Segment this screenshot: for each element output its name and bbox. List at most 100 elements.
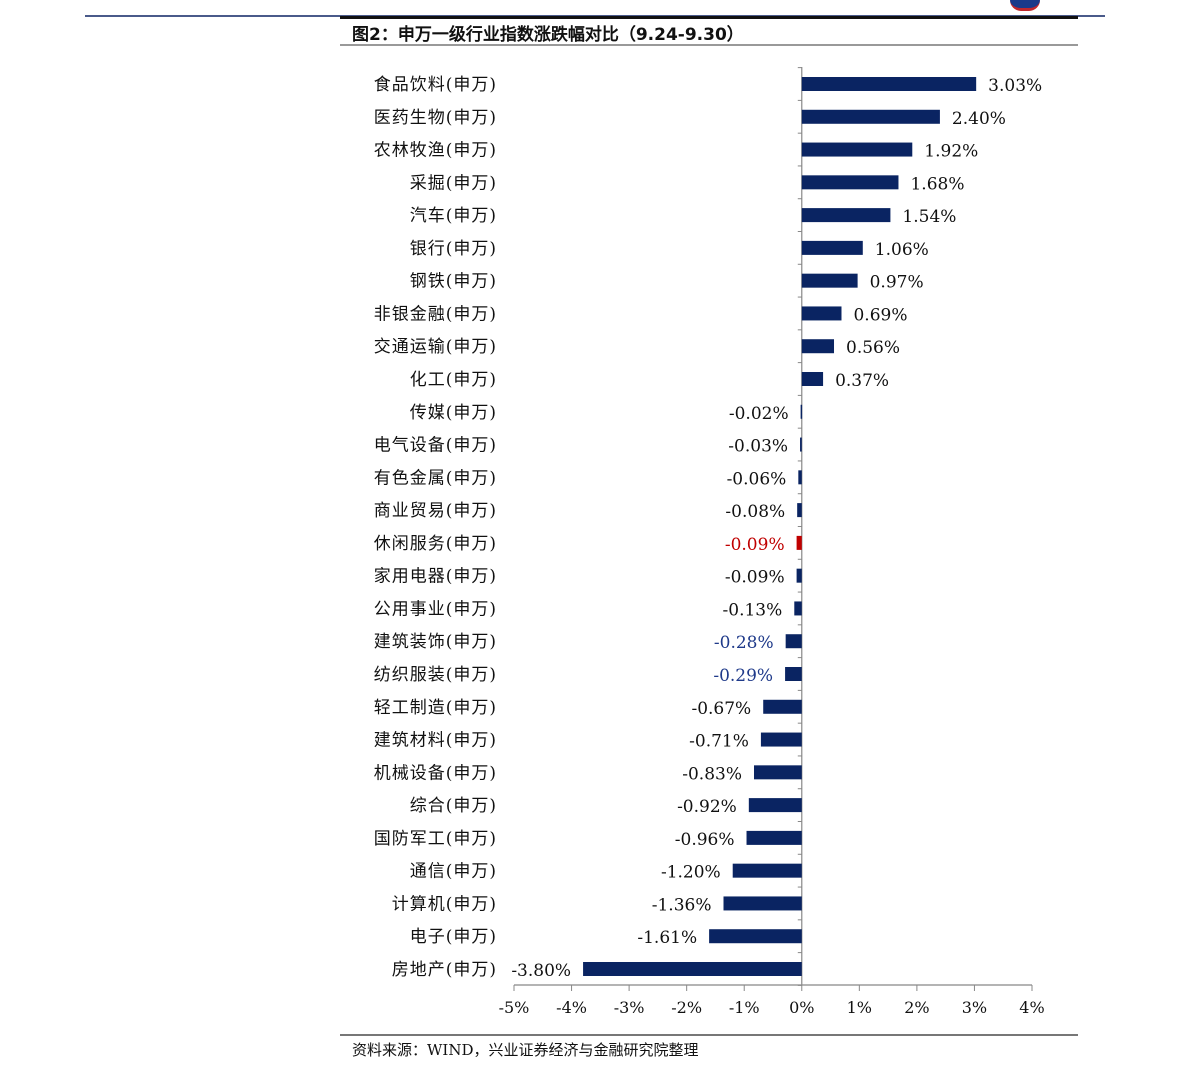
category-label: 纺织服装(申万) xyxy=(374,665,497,685)
bar xyxy=(801,339,835,354)
x-tick-label: 1% xyxy=(847,998,872,1017)
category-label: 电子(申万) xyxy=(410,927,497,947)
data-label: -0.92% xyxy=(677,797,737,817)
category-label: 机械设备(申万) xyxy=(374,763,497,783)
category-label: 采掘(申万) xyxy=(410,173,497,193)
category-label: 传媒(申万) xyxy=(410,403,497,423)
bar xyxy=(798,470,802,485)
data-label: -0.71% xyxy=(689,732,749,752)
bar xyxy=(796,568,802,583)
category-label: 建筑材料(申万) xyxy=(374,731,497,751)
bar xyxy=(801,175,899,190)
bar xyxy=(797,503,802,518)
bar xyxy=(754,765,802,780)
bar xyxy=(800,404,803,419)
bar xyxy=(801,109,940,124)
data-label: -1.20% xyxy=(661,863,721,883)
data-label: 2.40% xyxy=(952,109,1006,129)
category-label: 医药生物(申万) xyxy=(374,108,497,128)
data-label: 0.37% xyxy=(835,371,889,391)
category-label: 家用电器(申万) xyxy=(374,567,497,587)
category-label: 化工(申万) xyxy=(410,370,497,390)
category-label: 交通运输(申万) xyxy=(374,337,497,357)
category-label: 建筑装饰(申万) xyxy=(374,632,497,652)
bar xyxy=(796,535,802,550)
category-label: 钢铁(申万) xyxy=(410,272,497,292)
category-label: 银行(申万) xyxy=(410,239,497,259)
footer-rule xyxy=(340,1034,1078,1036)
x-tick-label: -4% xyxy=(556,998,587,1017)
x-tick-label: 3% xyxy=(962,998,987,1017)
category-label: 房地产(申万) xyxy=(392,960,497,980)
x-tick-label: 0% xyxy=(789,998,814,1017)
x-tick-label: 4% xyxy=(1019,998,1044,1017)
category-label: 电气设备(申万) xyxy=(374,436,497,456)
bar xyxy=(801,208,891,223)
category-label: 轻工制造(申万) xyxy=(374,698,497,718)
category-label: 综合(申万) xyxy=(410,796,497,816)
data-label: 1.68% xyxy=(910,174,964,194)
data-label: 1.54% xyxy=(902,207,956,227)
data-label: -1.36% xyxy=(652,895,712,915)
x-tick-label: -1% xyxy=(729,998,760,1017)
bar xyxy=(801,372,824,386)
data-label: -0.28% xyxy=(714,633,774,653)
bar xyxy=(746,830,802,845)
data-label: -0.96% xyxy=(675,830,735,850)
data-label: 0.56% xyxy=(846,338,900,358)
data-label: 0.69% xyxy=(853,305,907,325)
bar xyxy=(794,601,802,616)
category-label: 有色金属(申万) xyxy=(374,468,497,488)
data-label: -0.83% xyxy=(682,764,742,784)
category-label: 公用事业(申万) xyxy=(374,599,497,619)
category-label: 食品饮料(申万) xyxy=(374,75,497,95)
data-label: -0.09% xyxy=(725,535,785,555)
title-bottom-rule xyxy=(340,44,1078,46)
x-tick-label: -5% xyxy=(499,998,530,1017)
bar xyxy=(760,732,802,747)
category-label: 商业贸易(申万) xyxy=(374,501,497,521)
data-label: -3.80% xyxy=(511,961,571,981)
data-label: -0.06% xyxy=(727,469,787,489)
source-note: 资料来源：WIND，兴业证券经济与金融研究院整理 xyxy=(352,1041,699,1059)
bar xyxy=(800,437,802,452)
bar xyxy=(801,77,977,91)
data-label: -0.03% xyxy=(728,437,788,457)
data-label: 3.03% xyxy=(988,76,1042,96)
data-label: -0.09% xyxy=(725,568,785,588)
data-label: -1.61% xyxy=(637,928,697,948)
data-label: -0.29% xyxy=(713,666,773,686)
title-top-rule xyxy=(340,16,1078,19)
x-tick-label: -2% xyxy=(671,998,702,1017)
bar xyxy=(723,896,802,911)
category-label: 休闲服务(申万) xyxy=(374,534,497,554)
bar xyxy=(801,240,863,255)
bar xyxy=(583,962,802,976)
logo-icon xyxy=(1010,0,1040,11)
data-label: -0.02% xyxy=(729,404,789,424)
data-label: 1.06% xyxy=(875,240,929,260)
bar xyxy=(785,634,802,649)
x-tick-label: 2% xyxy=(904,998,929,1017)
data-label: -0.08% xyxy=(725,502,785,522)
category-label: 非银金融(申万) xyxy=(374,304,497,324)
data-label: -0.13% xyxy=(723,600,783,620)
chart-title: 图2：申万一级行业指数涨跌幅对比（9.24-9.30） xyxy=(352,25,744,45)
bar xyxy=(748,798,802,813)
bar xyxy=(801,273,858,288)
category-label: 农林牧渔(申万) xyxy=(374,141,497,161)
category-label: 汽车(申万) xyxy=(410,206,497,226)
bar xyxy=(732,863,802,878)
category-label: 国防军工(申万) xyxy=(374,829,497,849)
data-label: -0.67% xyxy=(691,699,751,719)
bar xyxy=(785,667,802,681)
x-tick-label: -3% xyxy=(614,998,645,1017)
data-label: 0.97% xyxy=(870,273,924,293)
category-label: 计算机(申万) xyxy=(392,894,497,914)
bar xyxy=(763,699,802,714)
bar xyxy=(801,306,842,321)
bar xyxy=(801,142,913,157)
category-label: 通信(申万) xyxy=(410,862,497,882)
bar xyxy=(709,929,802,944)
